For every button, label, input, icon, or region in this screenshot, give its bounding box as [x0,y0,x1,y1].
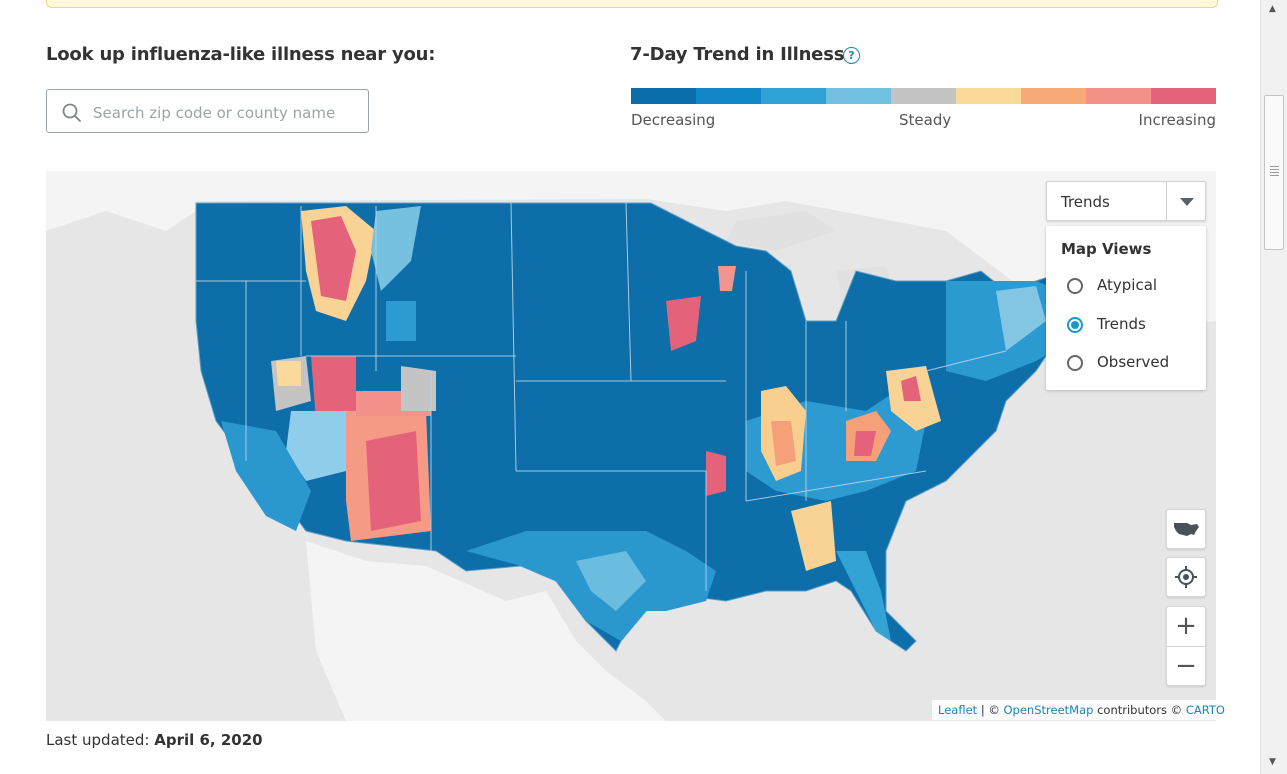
dropdown-selected-view: Trends [1061,193,1110,211]
carto-link[interactable]: CARTO [1185,703,1225,717]
zoom-divider [1167,646,1205,647]
notice-banner [46,0,1218,8]
scale-label-steady: Steady [899,111,952,129]
plus-icon: + [1175,611,1197,641]
lake-superior [726,211,836,251]
dropdown-separator [1166,182,1167,220]
scale-segment-6 [1021,88,1086,104]
zoom-controls: + − [1166,606,1206,686]
last-updated-date: April 6, 2020 [154,731,263,749]
scale-segment-1 [696,88,761,104]
scale-label-decreasing: Decreasing [631,111,716,129]
attribution-contributors: contributors © [1097,703,1183,717]
scale-segment-7 [1086,88,1151,104]
radio-observed[interactable] [1067,355,1083,371]
region-nevada-yellow[interactable] [276,361,301,386]
hotspot-indiana-core[interactable] [771,421,796,466]
view-option-label[interactable]: Atypical [1097,276,1158,294]
radio-atypical[interactable] [1067,278,1083,294]
region-florida[interactable] [836,551,891,641]
locate-button[interactable] [1166,557,1206,597]
region-colorado-grey[interactable] [401,366,436,411]
illness-map[interactable] [46,171,1216,721]
mexico-land [306,541,666,721]
region-wyoming[interactable] [386,301,416,341]
hotspot-utah[interactable] [311,356,356,421]
view-option-label[interactable]: Observed [1097,353,1170,371]
scale-label-increasing: Increasing [1138,111,1216,129]
lookup-title: Look up influenza-like illness near you: [46,44,436,65]
hotspot-upper-michigan[interactable] [718,266,736,291]
minus-icon: − [1175,651,1197,681]
page-scrollbar[interactable]: ▲ ▼ [1260,0,1287,774]
trend-title: 7-Day Trend in Illness [630,44,845,65]
usa-view-button[interactable] [1166,509,1206,549]
question-circle-icon[interactable]: ? [843,47,860,64]
attribution-sep: | © [980,703,1000,717]
map-attribution: Leaflet | © OpenStreetMap contributors ©… [932,700,1231,720]
scroll-up-icon[interactable]: ▲ [1269,4,1276,14]
scroll-down-icon[interactable]: ▼ [1269,757,1276,767]
crosshair-icon [1175,566,1197,588]
map-views-panel: Map Views Atypical Trends Observed [1046,226,1206,390]
leaflet-link[interactable]: Leaflet [938,703,978,717]
region-south-texas[interactable] [576,551,646,611]
last-updated-label: Last updated: [46,731,150,749]
scale-segment-5 [956,88,1021,104]
scale-segment-2 [761,88,826,104]
scale-segment-4 [891,88,956,104]
map-views-title: Map Views [1061,240,1152,258]
search-box[interactable] [46,89,369,133]
scale-segment-0 [631,88,696,104]
region-new-england[interactable] [996,286,1046,351]
usa-map-icon [1174,523,1199,536]
hotspot-arizona-core[interactable] [366,431,421,531]
osm-link[interactable]: OpenStreetMap [1003,703,1094,717]
hotspot-kentucky-core[interactable] [854,431,876,456]
scroll-thumb[interactable] [1264,95,1284,250]
region-california-south[interactable] [221,421,311,531]
caret-down-icon[interactable] [1180,198,1194,206]
scale-segment-8 [1151,88,1216,104]
state-borders [196,202,1007,591]
us-counties[interactable] [195,202,1107,652]
zoom-in-button[interactable]: + [1167,607,1205,646]
hotspot-wisconsin[interactable] [666,296,701,351]
scale-segment-3 [826,88,891,104]
search-input[interactable] [91,100,355,126]
trend-color-scale [631,88,1216,104]
scroll-grip [1270,166,1279,178]
radio-trends[interactable] [1067,317,1083,333]
hotspot-idaho-core[interactable] [311,216,356,301]
canada-land-west [46,171,196,231]
canada-land [46,171,1216,331]
zoom-out-button[interactable]: − [1167,647,1205,686]
view-option-label[interactable]: Trends [1097,315,1146,333]
hotspot-missouri[interactable] [706,451,726,496]
map-canvas[interactable] [46,171,1216,721]
hotspot-pennsylvania-core[interactable] [901,376,921,401]
last-updated: Last updated: April 6, 2020 [46,731,263,749]
region-montana[interactable] [371,206,421,291]
search-icon [62,103,81,122]
region-southern-nevada[interactable] [286,411,346,481]
map-view-dropdown[interactable]: Trends [1046,181,1206,221]
hotspot-georgia[interactable] [791,501,836,571]
